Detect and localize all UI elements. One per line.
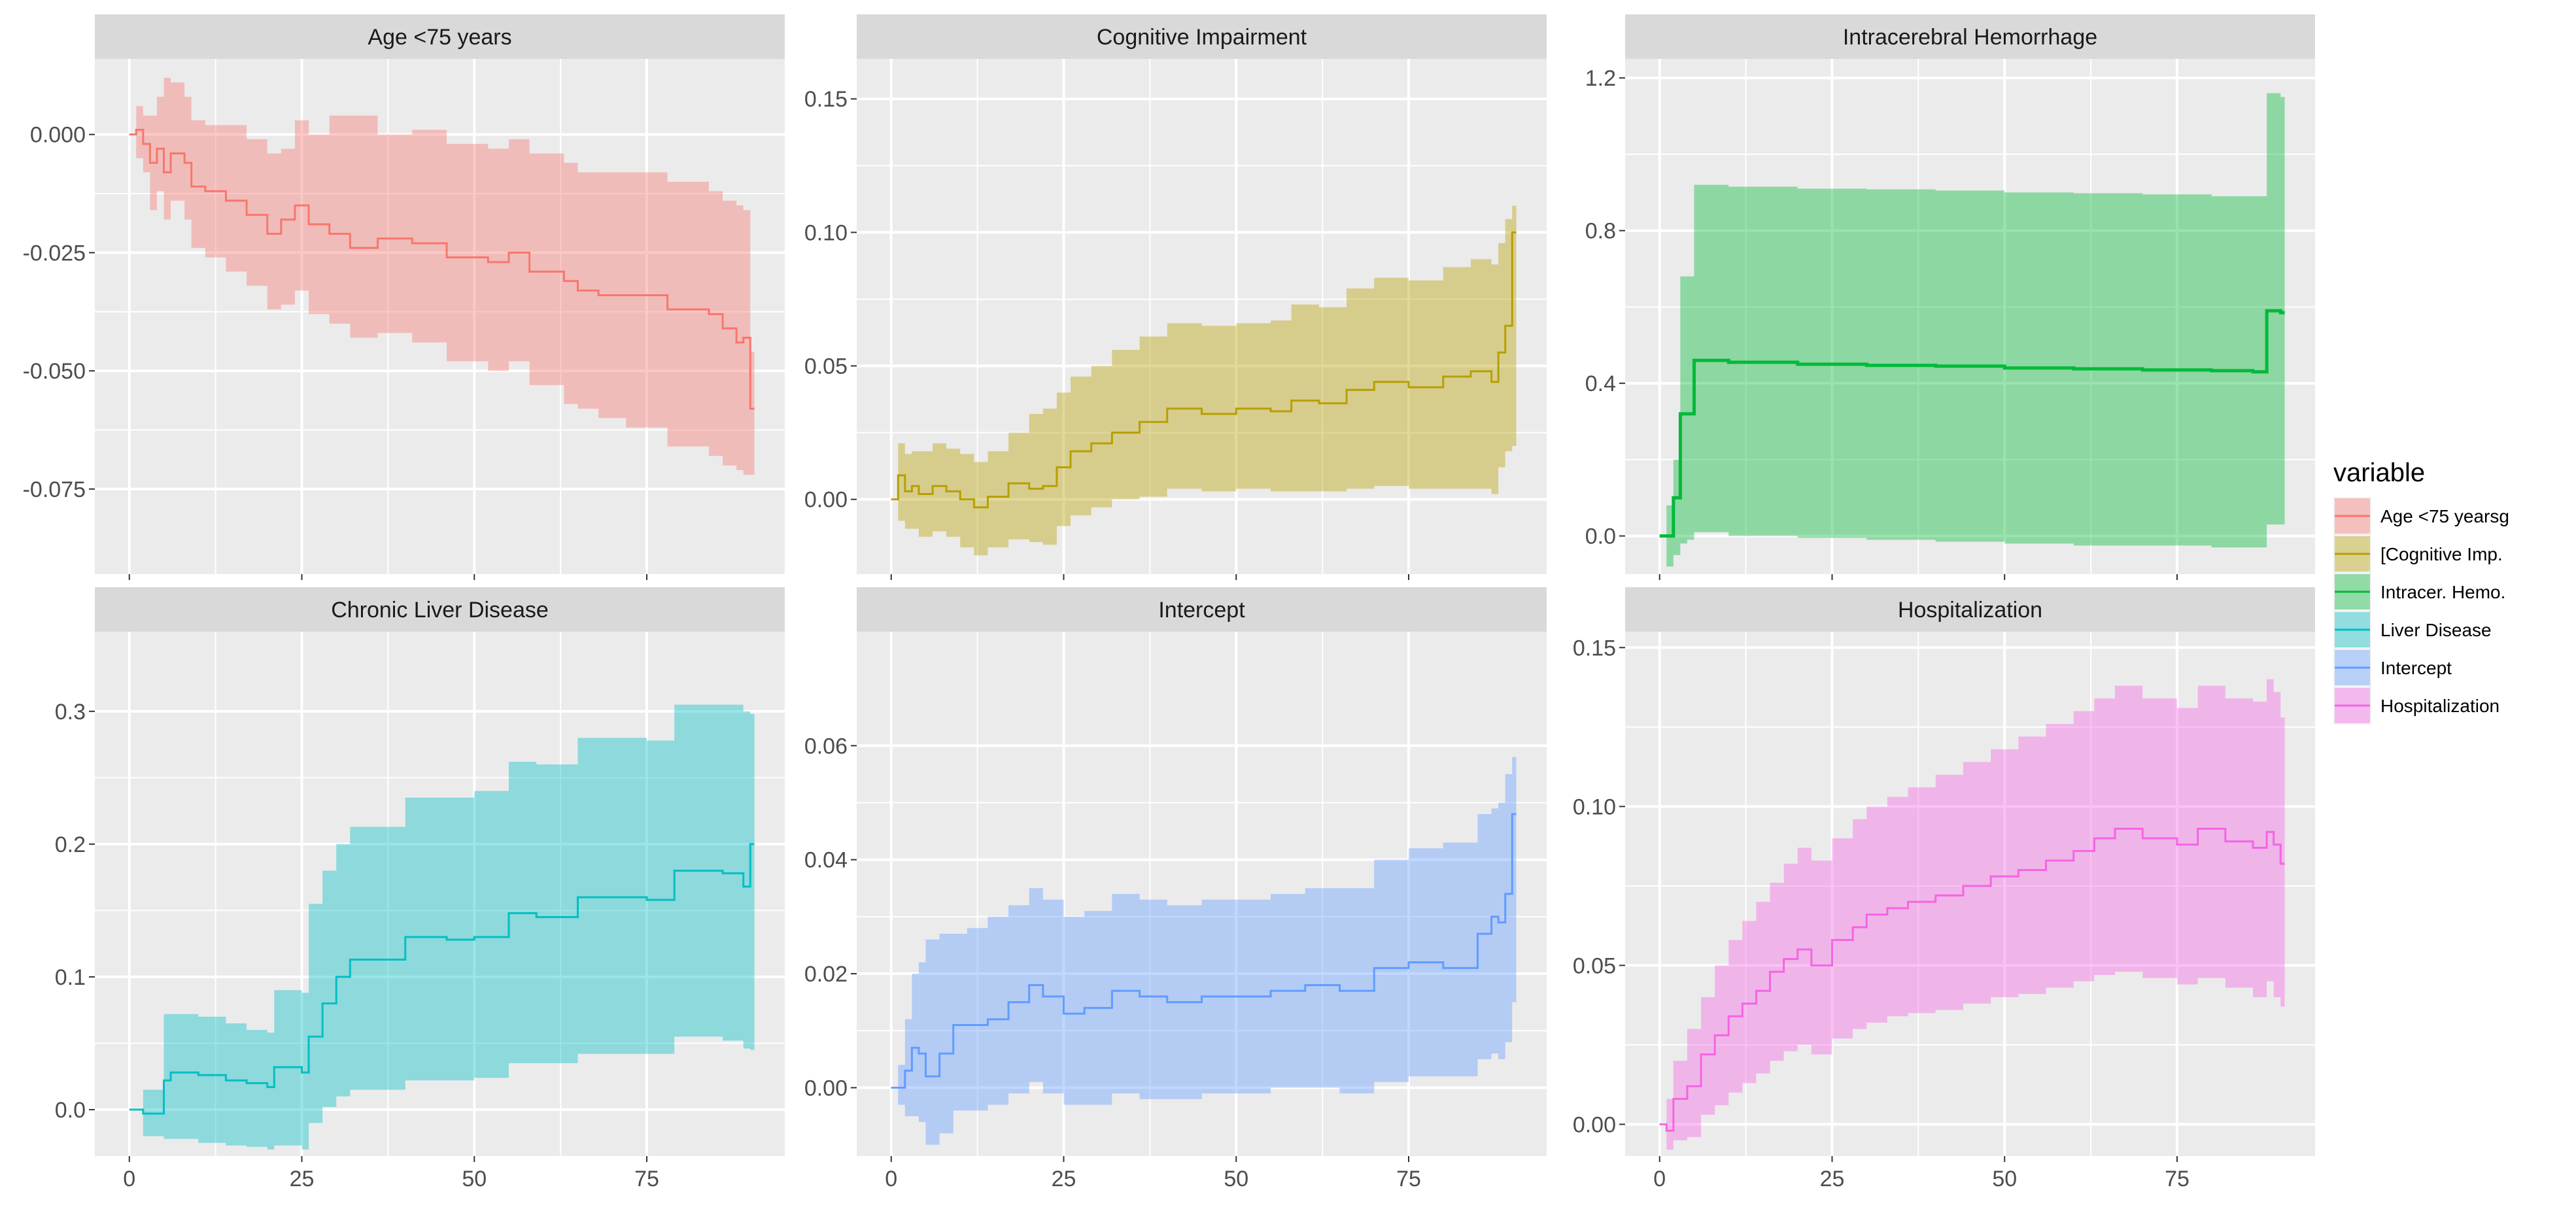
plot-bg-hospitalization bbox=[1625, 632, 2315, 1156]
x-tick-label: 25 bbox=[290, 1167, 315, 1191]
x-tick-label: 0 bbox=[885, 1167, 897, 1191]
panel-age-75-years: Age <75 years 0.000 -0.025 -0.050 -0.075 bbox=[23, 14, 785, 580]
legend-label: Intracer. Hemo. bbox=[2380, 582, 2505, 602]
panel-intercept: Intercept 0.00 0.02 0.04 0.06 0 25 50 75 bbox=[804, 587, 1547, 1191]
y-tick-label: 1.2 bbox=[1585, 66, 1616, 91]
legend-label: Hospitalization bbox=[2380, 696, 2499, 716]
x-tick-label: 0 bbox=[123, 1167, 135, 1191]
confidence-band-chronic-liver-disease bbox=[129, 704, 755, 1150]
y-tick-label: 0.000 bbox=[30, 123, 86, 148]
legend-title: variable bbox=[2333, 458, 2425, 487]
y-tick-label: 0.1 bbox=[55, 965, 86, 990]
estimate-line-intracerebral-hemorrhage bbox=[1659, 309, 2285, 538]
plot-bg-intracerebral-hemorrhage bbox=[1625, 59, 2315, 574]
y-tick-label: 0.0 bbox=[55, 1098, 86, 1123]
x-tick-label: 50 bbox=[1992, 1167, 2017, 1191]
estimate-line-intercept bbox=[891, 813, 1517, 1089]
y-tick-label: 0.05 bbox=[1573, 953, 1616, 978]
y-tick-label: 0.10 bbox=[1573, 794, 1616, 819]
y-tick-label: 0.15 bbox=[804, 87, 848, 112]
strip-title-chronic-liver-disease: Chronic Liver Disease bbox=[331, 598, 549, 623]
y-tick-label: 0.4 bbox=[1585, 371, 1616, 396]
strip-title-intercept: Intercept bbox=[1158, 598, 1245, 623]
estimate-line-age-75-years bbox=[129, 128, 755, 410]
estimate-line-cognitive-impairment bbox=[891, 231, 1517, 509]
strip-age-75-years bbox=[95, 14, 785, 59]
legend-entry-intracer-hemo: Intracer. Hemo. bbox=[2333, 573, 2505, 611]
plot-bg-intercept bbox=[857, 632, 1547, 1156]
y-tick-label: 0.15 bbox=[1573, 636, 1616, 660]
y-tick-label: 0.0 bbox=[1585, 524, 1616, 549]
strip-cognitive-impairment bbox=[857, 14, 1547, 59]
panel-intracerebral-hemorrhage: Intracerebral Hemorrhage 0.0 0.4 0.8 1.2 bbox=[1585, 14, 2315, 580]
plot-bg-cognitive-impairment bbox=[857, 59, 1547, 574]
panel-hospitalization: Hospitalization 0.00 0.05 0.10 0.15 0 25 50 75 bbox=[1573, 587, 2315, 1191]
y-tick-label: -0.050 bbox=[23, 359, 86, 384]
legend-label: [Cognitive Imp. bbox=[2380, 544, 2503, 564]
y-tick-label: 0.2 bbox=[55, 832, 86, 857]
strip-title-intracerebral-hemorrhage: Intracerebral Hemorrhage bbox=[1843, 25, 2097, 50]
confidence-band-cognitive-impairment bbox=[891, 205, 1517, 556]
panel-chronic-liver-disease: Chronic Liver Disease 0.0 0.1 0.2 0.3 0 25 50 75 bbox=[55, 587, 785, 1191]
y-tick-label: 0.04 bbox=[804, 848, 848, 873]
confidence-band-hospitalization bbox=[1659, 679, 2285, 1150]
x-tick-label: 25 bbox=[1820, 1167, 1845, 1191]
estimate-line-chronic-liver-disease bbox=[129, 843, 755, 1115]
x-tick-label: 75 bbox=[1396, 1167, 1421, 1191]
legend-entry-hospitalization: Hospitalization bbox=[2333, 687, 2499, 725]
confidence-band-age-75-years bbox=[129, 77, 755, 475]
y-tick-label: 0.3 bbox=[55, 700, 86, 725]
confidence-band-intracerebral-hemorrhage bbox=[1659, 93, 2285, 567]
y-tick-label: -0.075 bbox=[23, 477, 86, 502]
y-tick-label: 0.02 bbox=[804, 962, 848, 987]
x-tick-label: 75 bbox=[634, 1167, 659, 1191]
y-tick-label: 0.8 bbox=[1585, 219, 1616, 244]
estimate-line-hospitalization bbox=[1659, 827, 2285, 1132]
y-tick-label: 0.00 bbox=[804, 1076, 848, 1101]
legend-entry-cognitive-imp: [Cognitive Imp. bbox=[2333, 535, 2503, 573]
strip-hospitalization bbox=[1625, 587, 2315, 632]
legend-label: Intercept bbox=[2380, 658, 2452, 678]
strip-intercept bbox=[857, 587, 1547, 632]
legend-entry-intercept: Intercept bbox=[2333, 649, 2452, 687]
confidence-band-intercept bbox=[891, 757, 1517, 1145]
legend-entry-liver-disease: Liver Disease bbox=[2333, 611, 2492, 649]
y-tick-label: 0.10 bbox=[804, 220, 848, 245]
y-tick-label: -0.025 bbox=[23, 241, 86, 265]
panel-cognitive-impairment: Cognitive Impairment 0.00 0.05 0.10 0.15 bbox=[804, 14, 1547, 580]
x-tick-label: 50 bbox=[1224, 1167, 1248, 1191]
legend-label: Age <75 yearsg bbox=[2380, 506, 2509, 526]
x-tick-label: 75 bbox=[2165, 1167, 2190, 1191]
y-tick-label: 0.06 bbox=[804, 734, 848, 759]
strip-intracerebral-hemorrhage bbox=[1625, 14, 2315, 59]
strip-title-cognitive-impairment: Cognitive Impairment bbox=[1097, 25, 1307, 50]
x-tick-label: 50 bbox=[462, 1167, 487, 1191]
strip-title-hospitalization: Hospitalization bbox=[1898, 598, 2042, 623]
panels: Age <75 years0.000-0.025-0.050-0.075Cogn… bbox=[23, 14, 2315, 1191]
legend: variable Age <75 yearsg [Cognitive Imp. Int… bbox=[2333, 458, 2509, 725]
legend-entry-age-75-yearsg: Age <75 yearsg bbox=[2333, 497, 2509, 535]
x-tick-label: 25 bbox=[1052, 1167, 1076, 1191]
x-tick-label: 0 bbox=[1653, 1167, 1666, 1191]
strip-chronic-liver-disease bbox=[95, 587, 785, 632]
y-tick-label: 0.00 bbox=[1573, 1112, 1616, 1137]
y-tick-label: 0.05 bbox=[804, 354, 848, 379]
plot-bg-chronic-liver-disease bbox=[95, 632, 785, 1156]
y-tick-label: 0.00 bbox=[804, 488, 848, 513]
strip-title-age-75-years: Age <75 years bbox=[368, 25, 511, 50]
legend-label: Liver Disease bbox=[2380, 620, 2492, 640]
